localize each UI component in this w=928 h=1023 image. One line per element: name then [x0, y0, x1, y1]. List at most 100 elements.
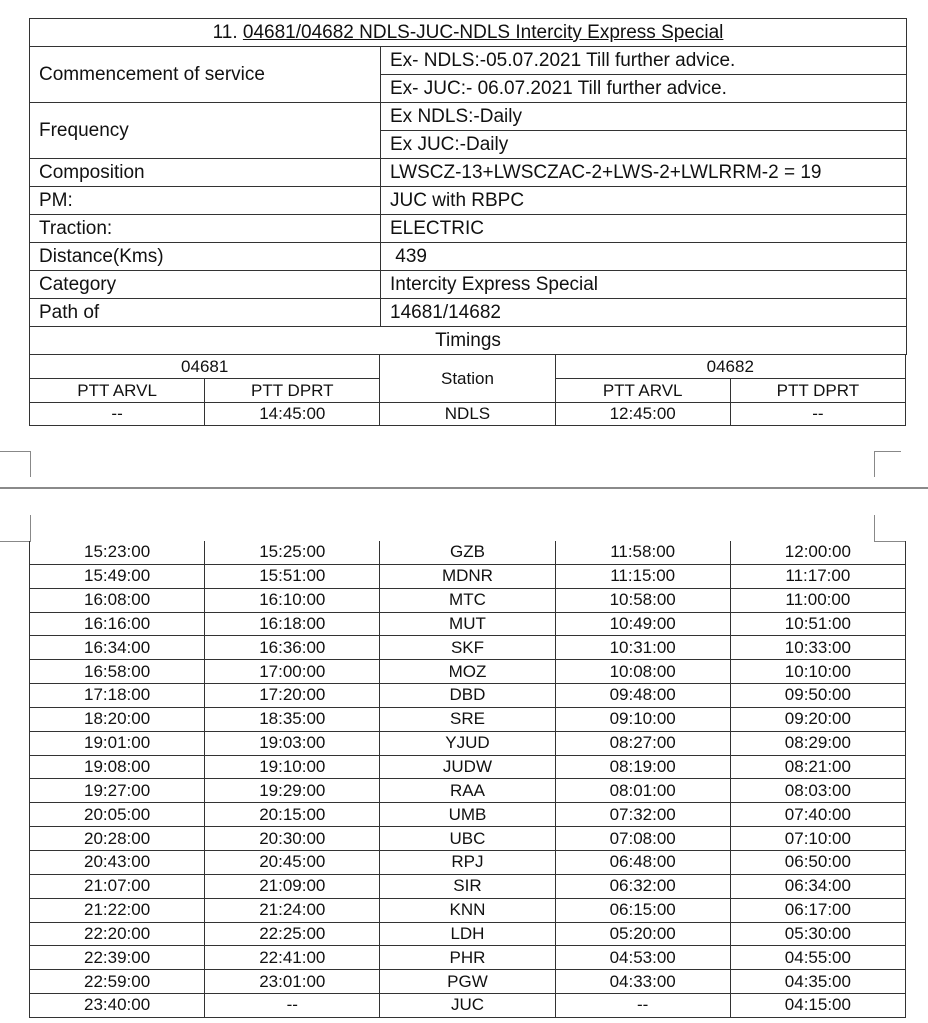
arrival-a-cell: 19:01:00: [28, 730, 206, 756]
arrival-b-cell: 05:20:00: [554, 921, 731, 947]
page-break: [0, 487, 928, 489]
timing-row: 22:20:00 22:25:00 LDH 05:20:00 05:30:00: [28, 921, 907, 947]
station-cell: MTC: [379, 587, 556, 613]
info-label: Category: [29, 270, 381, 299]
departure-b-cell: 10:33:00: [729, 635, 907, 661]
station-cell: JUC: [379, 993, 556, 1018]
info-value: Ex- NDLS:-05.07.2021 Till further advice…: [379, 46, 908, 75]
corner-mark: [30, 515, 31, 542]
departure-a-cell: 22:25:00: [204, 921, 381, 947]
station-cell: MDNR: [379, 563, 556, 589]
station-cell: SKF: [379, 635, 556, 661]
info-row: Composition LWSCZ-13+LWSCZAC-2+LWS-2+LWLR…: [29, 158, 908, 187]
info-row: Commencement of service Ex- NDLS:-05.07.2…: [29, 46, 908, 103]
info-row: Frequency Ex NDLS:-Daily: [29, 102, 908, 159]
arrival-a-cell: 15:49:00: [28, 563, 206, 589]
station-cell: MOZ: [379, 659, 556, 685]
corner-mark: [0, 451, 31, 452]
timing-row: 21:22:00 21:24:00 KNN 06:15:00 06:17:00: [28, 897, 907, 923]
station-cell: UMB: [379, 802, 556, 828]
arrival-b-cell: 08:01:00: [554, 778, 731, 804]
departure-b-cell: 06:17:00: [729, 897, 907, 923]
arrival-a-cell: 19:27:00: [28, 778, 206, 804]
arrival-a-cell: 20:43:00: [28, 849, 206, 875]
station-cell: JUDW: [379, 754, 556, 780]
departure-a-cell: 22:41:00: [204, 945, 381, 971]
departure-a-cell: 15:25:00: [204, 541, 381, 565]
info-value: Ex NDLS:-Daily: [379, 102, 908, 131]
departure-a-cell: 14:45:00: [204, 402, 381, 426]
info-row: Category Intercity Express Special: [29, 270, 908, 299]
arrival-a-cell: 17:18:00: [28, 683, 206, 708]
info-row: Path of 14681/14682: [29, 298, 908, 327]
arrival-a-cell: 15:23:00: [28, 541, 206, 565]
corner-mark: [0, 541, 31, 542]
departure-b-cell: 12:00:00: [729, 541, 907, 565]
arrival-a-cell: 22:59:00: [28, 969, 206, 995]
station-cell: DBD: [379, 683, 556, 708]
departure-b-cell: 04:15:00: [729, 993, 907, 1018]
departure-b-cell: 06:34:00: [729, 873, 907, 899]
info-row: Ex JUC:-Daily: [30, 130, 908, 159]
dprt-header-b: PTT DPRT: [729, 378, 907, 403]
departure-b-cell: 06:50:00: [729, 849, 907, 875]
arrival-a-cell: 20:28:00: [28, 826, 206, 851]
info-value: Ex JUC:-Daily: [379, 130, 908, 159]
departure-a-cell: 19:29:00: [204, 778, 381, 804]
info-label: Distance(Kms): [29, 242, 381, 271]
station-cell: MUT: [379, 611, 556, 637]
arrival-b-cell: 08:19:00: [554, 754, 731, 780]
info-value: JUC with RBPC: [379, 186, 908, 215]
arrival-b-cell: 04:33:00: [554, 969, 731, 995]
corner-mark: [874, 515, 875, 542]
departure-b-cell: 08:29:00: [729, 730, 907, 756]
timings-table: 15:23:00 15:25:00 GZB 11:58:00 12:00:00 15:49…: [28, 541, 907, 1018]
timing-row: 19:08:00 19:10:00 JUDW 08:19:00 08:21:00: [28, 754, 907, 780]
timing-row: -- 14:45:00 NDLS 12:45:00 --: [28, 402, 907, 426]
arrival-b-cell: 10:31:00: [554, 635, 731, 661]
departure-b-cell: 07:10:00: [729, 826, 907, 851]
info-row: PM: JUC with RBPC: [29, 186, 908, 215]
corner-mark: [30, 451, 31, 477]
departure-a-cell: 17:20:00: [204, 683, 381, 708]
timing-row: 22:59:00 23:01:00 PGW 04:33:00 04:35:00: [28, 969, 907, 995]
timing-row: 18:20:00 18:35:00 SRE 09:10:00 09:20:00: [28, 706, 907, 732]
arrival-a-cell: 16:58:00: [28, 659, 206, 685]
station-header: Station: [379, 354, 556, 403]
timings-heading: Timings: [28, 326, 908, 355]
departure-a-cell: 17:00:00: [204, 659, 381, 685]
timing-row: 20:05:00 20:15:00 UMB 07:32:00 07:40:00: [28, 802, 907, 828]
station-cell: KNN: [379, 897, 556, 923]
arrival-b-cell: 04:53:00: [554, 945, 731, 971]
info-value: 14681/14682: [379, 298, 908, 327]
arrival-b-cell: 06:15:00: [554, 897, 731, 923]
departure-a-cell: 20:30:00: [204, 826, 381, 851]
departure-b-cell: 04:55:00: [729, 945, 907, 971]
timing-row: 19:27:00 19:29:00 RAA 08:01:00 08:03:00: [28, 778, 907, 804]
info-label: Path of: [29, 298, 381, 327]
station-cell: SIR: [379, 873, 556, 899]
timings-header-table: 04681 Station 04682 PTT ARVL PTT DPRT PT…: [28, 354, 907, 426]
arrival-b-cell: 06:48:00: [554, 849, 731, 875]
arrival-a-cell: --: [28, 402, 206, 426]
arvl-header-b: PTT ARVL: [554, 378, 731, 403]
info-label: Composition: [29, 158, 381, 187]
arrival-a-cell: 16:34:00: [28, 635, 206, 661]
info-row: Ex- JUC:- 06.07.2021 Till further advice…: [30, 74, 908, 103]
departure-b-cell: 11:00:00: [729, 587, 907, 613]
departure-a-cell: 16:10:00: [204, 587, 381, 613]
departure-b-cell: 09:50:00: [729, 683, 907, 708]
departure-a-cell: 19:10:00: [204, 754, 381, 780]
departure-b-cell: 10:51:00: [729, 611, 907, 637]
timing-row: 19:01:00 19:03:00 YJUD 08:27:00 08:29:00: [28, 730, 907, 756]
departure-b-cell: --: [729, 402, 907, 426]
departure-a-cell: 16:18:00: [204, 611, 381, 637]
timing-row: 16:08:00 16:10:00 MTC 10:58:00 11:00:00: [28, 587, 907, 613]
arrival-b-cell: --: [554, 993, 731, 1018]
arrival-a-cell: 16:16:00: [28, 611, 206, 637]
table-title: 11. 04681/04682 NDLS-JUC-NDLS Intercity …: [28, 18, 908, 47]
station-cell: UBC: [379, 826, 556, 851]
arrival-b-cell: 07:32:00: [554, 802, 731, 828]
info-row: Traction: ELECTRIC: [29, 214, 908, 243]
arrival-b-cell: 10:49:00: [554, 611, 731, 637]
